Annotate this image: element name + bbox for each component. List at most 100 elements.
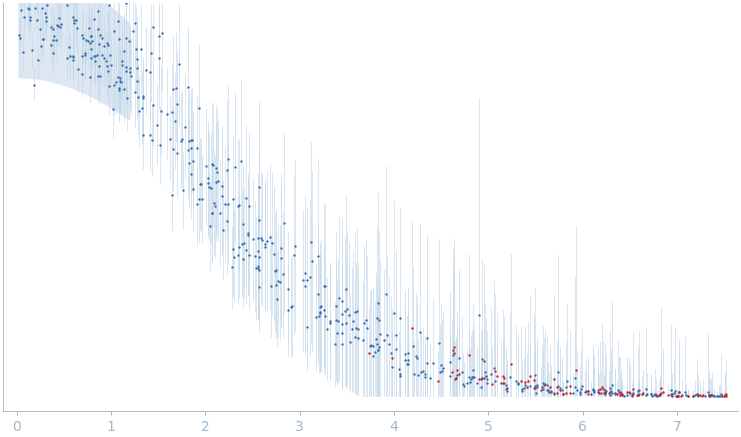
Point	[92, 72, 104, 79]
Point	[648, 392, 659, 399]
Point	[166, 192, 178, 199]
Point	[115, 79, 127, 86]
Point	[176, 135, 188, 142]
Point	[324, 319, 336, 326]
Point	[39, 9, 51, 16]
Point	[255, 234, 267, 241]
Point	[640, 386, 652, 393]
Point	[332, 317, 344, 324]
Point	[53, 15, 65, 22]
Point	[390, 331, 402, 338]
Point	[512, 381, 524, 388]
Point	[45, 24, 57, 31]
Point	[536, 383, 548, 390]
Point	[463, 374, 475, 381]
Point	[144, 131, 156, 138]
Point	[204, 222, 216, 229]
Point	[711, 392, 723, 399]
Point	[539, 382, 551, 389]
Point	[348, 318, 359, 325]
Point	[433, 368, 445, 375]
Point	[453, 371, 465, 378]
Point	[582, 390, 594, 397]
Point	[318, 307, 330, 314]
Point	[525, 372, 536, 379]
Point	[411, 355, 422, 362]
Point	[645, 391, 657, 398]
Point	[191, 145, 203, 152]
Point	[34, 26, 46, 33]
Point	[669, 387, 681, 394]
Point	[500, 386, 512, 393]
Point	[103, 1, 115, 8]
Point	[120, 0, 132, 7]
Point	[51, 21, 63, 28]
Point	[615, 390, 627, 397]
Point	[449, 376, 461, 383]
Point	[713, 392, 725, 399]
Point	[296, 277, 308, 284]
Point	[243, 202, 255, 209]
Point	[129, 88, 141, 95]
Point	[362, 325, 373, 332]
Point	[352, 326, 364, 333]
Point	[451, 367, 463, 374]
Point	[604, 388, 616, 395]
Point	[588, 386, 599, 393]
Point	[113, 17, 124, 24]
Point	[393, 366, 405, 373]
Point	[476, 375, 488, 382]
Point	[154, 142, 166, 149]
Point	[654, 392, 666, 399]
Point	[618, 392, 630, 399]
Point	[691, 390, 703, 397]
Point	[68, 20, 80, 27]
Point	[406, 325, 418, 332]
Point	[212, 177, 224, 184]
Point	[616, 391, 628, 398]
Point	[70, 16, 82, 23]
Point	[599, 386, 611, 393]
Point	[101, 40, 113, 47]
Point	[548, 375, 559, 382]
Point	[339, 308, 351, 315]
Point	[195, 180, 207, 187]
Point	[371, 340, 383, 347]
Point	[670, 392, 682, 399]
Point	[537, 380, 549, 387]
Point	[666, 392, 678, 399]
Point	[124, 38, 136, 45]
Point	[88, 52, 100, 59]
Point	[579, 389, 591, 396]
Point	[249, 253, 261, 260]
Point	[467, 367, 479, 374]
Point	[694, 392, 706, 399]
Point	[336, 310, 348, 317]
Point	[633, 391, 645, 398]
Point	[554, 387, 566, 394]
Point	[346, 326, 358, 333]
Point	[582, 387, 594, 394]
Point	[473, 312, 485, 319]
Point	[183, 159, 195, 166]
Point	[521, 384, 533, 391]
Point	[609, 389, 621, 396]
Point	[261, 237, 273, 244]
Point	[497, 380, 509, 387]
Point	[190, 201, 202, 208]
Point	[402, 349, 414, 356]
Point	[120, 34, 132, 41]
Point	[102, 42, 113, 49]
Point	[385, 349, 397, 356]
Point	[124, 68, 136, 75]
Point	[273, 278, 285, 285]
Point	[671, 392, 683, 399]
Point	[485, 370, 497, 377]
Point	[82, 37, 94, 44]
Point	[402, 361, 413, 368]
Point	[250, 265, 262, 272]
Point	[476, 375, 488, 382]
Point	[67, 13, 79, 20]
Point	[651, 392, 663, 399]
Point	[336, 321, 348, 328]
